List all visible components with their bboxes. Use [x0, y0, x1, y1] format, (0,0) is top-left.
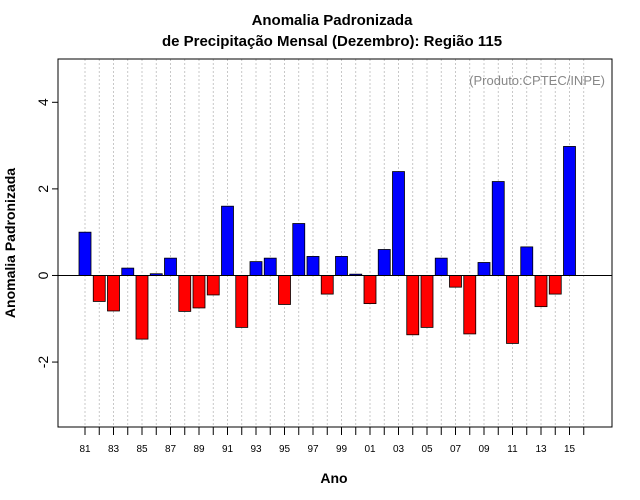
- bar-2003: [392, 171, 405, 276]
- y-tick-label: -2: [35, 356, 51, 369]
- bar-2007: [449, 275, 462, 288]
- bar-1984: [121, 267, 135, 276]
- x-tick-label: 93: [250, 444, 262, 455]
- chart-title: Anomalia Padronizada: [252, 12, 414, 29]
- bar-1982: [92, 275, 106, 302]
- bar-1989: [192, 275, 206, 309]
- grid-lines: [84, 59, 585, 427]
- bar-2004: [406, 275, 420, 336]
- bar-2008: [463, 275, 477, 335]
- bar-2001: [363, 275, 377, 305]
- bar-2002: [377, 249, 391, 276]
- bar-1997: [306, 256, 320, 276]
- x-tick-label: 85: [136, 444, 148, 455]
- bar-2012: [520, 246, 534, 276]
- bar-2011: [506, 275, 519, 344]
- bar-1995: [278, 275, 291, 305]
- x-tick-label: 03: [393, 444, 405, 455]
- y-tick-label: 2: [35, 185, 51, 193]
- chart-subtitle: de Precipitação Mensal (Dezembro): Regiã…: [162, 33, 502, 50]
- bar-1987: [164, 257, 177, 276]
- x-tick-label: 95: [279, 444, 291, 455]
- x-axis-label: Ano: [320, 470, 347, 486]
- bar-1981: [78, 231, 92, 276]
- x-tick-label: 13: [535, 444, 547, 455]
- bar-2005: [420, 275, 434, 328]
- x-tick-label: 97: [307, 444, 319, 455]
- x-tick-label: 01: [364, 444, 376, 455]
- bar-1991: [221, 205, 234, 276]
- bar-1983: [107, 275, 120, 312]
- x-tick-label: 07: [450, 444, 462, 455]
- x-tick-label: 09: [478, 444, 490, 455]
- x-tick-label: 15: [564, 444, 576, 455]
- bar-2009: [477, 262, 491, 276]
- x-tick-label: 11: [507, 444, 518, 455]
- bar-1994: [263, 257, 277, 276]
- bar-1985: [135, 275, 149, 340]
- bar-1996: [292, 223, 306, 276]
- bar-2013: [534, 275, 548, 308]
- bar-1990: [206, 275, 220, 296]
- bar-1999: [335, 256, 348, 276]
- x-tick-label: 99: [336, 444, 348, 455]
- y-axis-label: Anomalia Padronizada: [2, 168, 18, 318]
- y-axis: -2 0 2 4: [35, 98, 58, 368]
- bar-1998: [320, 275, 334, 295]
- bar-2006: [434, 257, 448, 276]
- bar-2015: [563, 146, 576, 276]
- bar-1993: [249, 261, 263, 276]
- x-tick-label: 05: [421, 444, 433, 455]
- y-tick-label: 0: [35, 271, 51, 279]
- bar-2014: [548, 275, 562, 295]
- credit-text: (Produto:CPTEC/INPE): [469, 73, 605, 88]
- plot-frame: [57, 58, 613, 428]
- x-tick-label: 87: [165, 444, 177, 455]
- x-tick-label: 91: [222, 444, 234, 455]
- x-tick-label: 89: [193, 444, 205, 455]
- bar-2010: [491, 181, 505, 276]
- bar-1988: [178, 275, 192, 312]
- x-axis: 81 83 85 87 89 91 93 95 97 99 01 03 05 07 09 11 13 15: [79, 427, 585, 455]
- bar-1992: [235, 275, 249, 328]
- x-tick-label: 83: [108, 444, 120, 455]
- x-tick-label: 81: [79, 444, 91, 455]
- y-tick-label: 4: [35, 98, 51, 106]
- bars: [78, 146, 576, 344]
